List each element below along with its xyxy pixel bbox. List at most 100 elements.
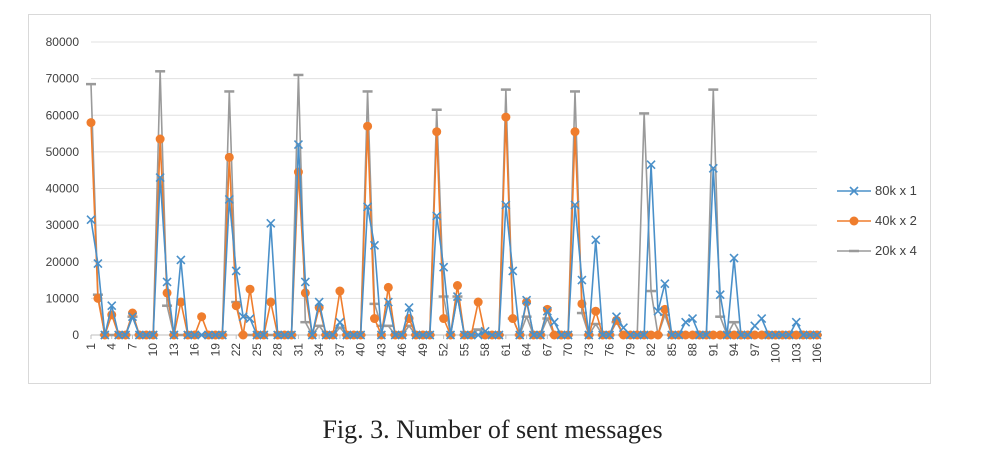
data-point — [501, 112, 511, 122]
data-point — [542, 306, 552, 316]
data-point — [190, 330, 200, 340]
data-point — [363, 202, 373, 212]
x-tick-label: 67 — [540, 343, 554, 357]
data-point — [197, 330, 207, 340]
y-tick-label: 20000 — [46, 255, 80, 269]
data-point — [812, 330, 822, 340]
x-tick-label: 16 — [188, 343, 202, 357]
data-point — [577, 275, 587, 285]
x-tick-label: 55 — [457, 343, 471, 357]
x-tick-label: 1 — [84, 343, 98, 350]
data-point — [169, 330, 179, 340]
data-point — [515, 330, 525, 340]
data-point — [750, 330, 760, 340]
x-tick-label: 46 — [395, 343, 409, 357]
data-point — [708, 163, 718, 173]
data-point — [127, 312, 138, 322]
data-point — [708, 330, 718, 340]
legend-label: 40k x 2 — [875, 213, 917, 228]
x-tick-label: 79 — [623, 343, 637, 357]
data-point — [197, 312, 207, 322]
data-point — [86, 118, 96, 128]
data-point — [452, 281, 462, 291]
x-tick-label: 94 — [727, 343, 741, 357]
data-point — [528, 330, 539, 340]
data-point — [259, 330, 269, 340]
data-point — [777, 330, 787, 340]
y-tick-label: 0 — [72, 328, 79, 342]
data-point — [598, 330, 608, 340]
legend-label: 80k x 1 — [875, 183, 917, 198]
data-point — [611, 312, 622, 322]
legend-item: 40k x 2 — [837, 213, 917, 228]
data-point — [605, 330, 615, 340]
data-point — [563, 330, 573, 340]
data-point — [487, 330, 497, 340]
x-tick-label: 22 — [229, 343, 243, 357]
data-point — [183, 330, 193, 340]
data-point — [300, 277, 310, 287]
data-point — [681, 330, 691, 340]
x-tick-label: 10 — [146, 343, 160, 357]
data-point — [570, 200, 580, 210]
data-point — [549, 330, 559, 340]
legend-label: 20k x 4 — [875, 243, 917, 258]
chart-frame: 0 10000 20000 30000 40000 50000 60000 70000 8000… — [28, 14, 931, 384]
x-tick-label: 25 — [250, 343, 264, 357]
y-tick-label: 50000 — [46, 145, 80, 159]
line-chart: 0 10000 20000 30000 40000 50000 60000 70000 8000… — [46, 35, 917, 363]
x-tick-label: 40 — [354, 343, 368, 357]
data-point — [93, 293, 103, 303]
data-point — [570, 127, 580, 137]
data-point — [162, 288, 172, 298]
data-point — [660, 304, 670, 314]
data-point — [314, 297, 324, 307]
data-point — [176, 255, 186, 265]
y-tick-label: 10000 — [46, 291, 80, 305]
y-tick-label: 70000 — [46, 72, 80, 86]
x-tick-label: 37 — [333, 343, 347, 357]
data-point — [694, 330, 705, 340]
y-tick-label: 80000 — [46, 35, 80, 49]
data-point — [266, 218, 276, 228]
data-point — [445, 330, 456, 340]
data-point — [114, 330, 124, 340]
data-point — [681, 317, 691, 327]
x-tick-label: 70 — [561, 343, 575, 357]
data-point — [646, 160, 656, 170]
data-point — [176, 297, 186, 307]
x-tick-label: 4 — [105, 343, 119, 350]
x-tick-label: 61 — [499, 343, 513, 357]
data-point — [224, 194, 234, 205]
data-point — [432, 127, 442, 137]
data-point — [300, 288, 310, 298]
x-tick-label: 13 — [167, 343, 181, 357]
data-point — [418, 330, 428, 340]
data-point — [100, 330, 110, 340]
series-group — [86, 70, 822, 340]
data-point — [584, 330, 594, 340]
x-tick-label: 73 — [582, 343, 596, 357]
data-point — [404, 302, 414, 313]
x-tick-label: 19 — [208, 343, 222, 357]
data-point — [805, 330, 815, 340]
data-point — [86, 215, 96, 225]
data-point — [121, 330, 131, 340]
data-point — [784, 330, 794, 340]
data-point — [155, 172, 165, 183]
data-point — [321, 330, 331, 340]
data-point — [688, 330, 698, 340]
data-point — [107, 301, 117, 311]
data-point — [653, 330, 663, 340]
data-point — [556, 330, 566, 340]
data-point — [473, 330, 483, 340]
data-point — [231, 301, 241, 311]
x-tick-label: 52 — [437, 343, 451, 357]
data-point — [335, 317, 345, 327]
data-point — [466, 330, 476, 340]
x-tick-label: 43 — [374, 343, 388, 357]
data-point — [798, 330, 808, 340]
data-point — [736, 330, 746, 340]
data-point — [508, 314, 518, 324]
data-point — [245, 284, 255, 294]
